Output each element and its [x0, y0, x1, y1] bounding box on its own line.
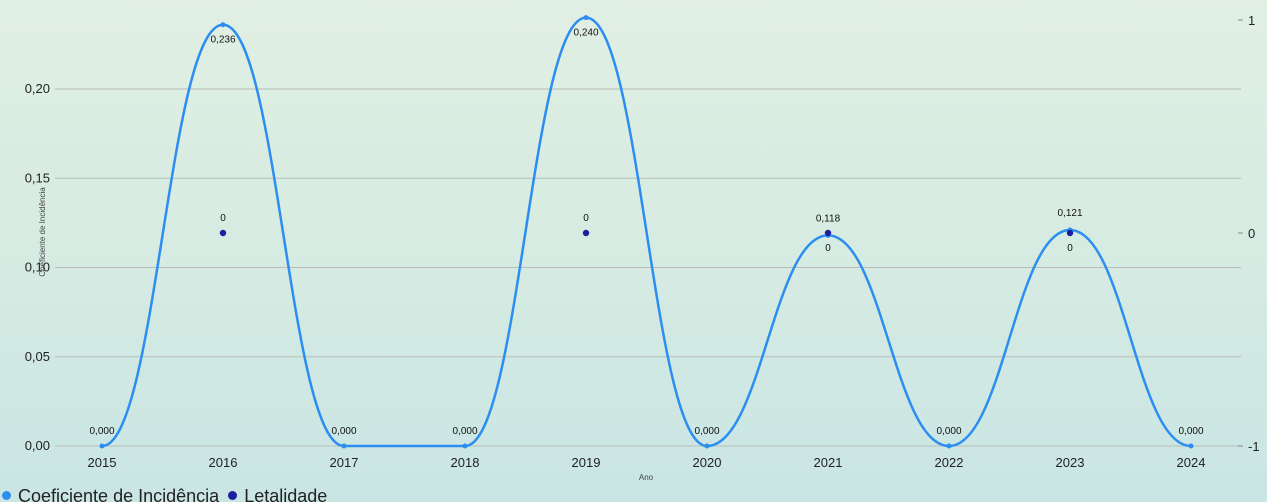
y-tick-label: 0,00	[25, 438, 50, 453]
data-label-coeficiente-2023: 0,121	[1057, 208, 1082, 219]
y-axis-title: Coeficiente de Incidência	[38, 187, 47, 277]
legend: Coeficiente de Incidência Letalidade	[2, 484, 331, 502]
data-label-letalidade-2021: 0	[825, 243, 831, 254]
data-label-letalidade-2019: 0	[583, 213, 589, 224]
series-line-coeficiente	[101, 16, 1192, 448]
point-letalidade-2019	[582, 229, 590, 237]
point-coeficiente-2018	[462, 443, 468, 449]
data-label-coeficiente-2022: 0,000	[936, 426, 961, 437]
x-tick-label: 2018	[451, 455, 480, 470]
y2-tick-label: 0	[1248, 226, 1255, 241]
y-tick-label: 0,05	[25, 349, 50, 364]
legend-marker-coeficiente	[2, 490, 11, 500]
legend-marker-letalidade	[228, 490, 238, 500]
x-tick-label: 2020	[693, 455, 722, 470]
x-tick-label: 2023	[1056, 455, 1085, 470]
chart-svg: 0,000,050,100,150,20 -101 2015 2016 2017 20…	[25, 13, 1260, 482]
legend-label-coeficiente: Coeficiente de Incidência	[18, 486, 220, 502]
point-coeficiente-2019	[583, 15, 589, 21]
x-tick-label: 2021	[814, 455, 843, 470]
y-axis: 0,00 0,05 0,10 0,15 0,20	[25, 81, 50, 453]
y2-tick-label: -1	[1248, 439, 1260, 454]
data-labels: 0,000 0,236 0,000 0,000 0,240 0,000 0,118 0,000…	[89, 28, 1203, 437]
data-label-coeficiente-2016: 0,236	[210, 35, 235, 46]
x-tick-label: 2015	[88, 455, 117, 470]
series-layer	[99, 15, 1194, 449]
y-tick-label: 0,10	[25, 260, 50, 275]
y2-axis: -1 0 1	[1238, 13, 1260, 454]
legend-item-letalidade[interactable]: Letalidade	[228, 484, 327, 502]
point-coeficiente-2017	[341, 443, 347, 449]
point-coeficiente-2024	[1188, 443, 1194, 449]
y-tick-label: 0,20	[25, 81, 50, 96]
point-letalidade-2023	[1066, 229, 1074, 237]
x-tick-label: 2017	[330, 455, 359, 470]
point-coeficiente-2020	[704, 443, 710, 449]
data-label-coeficiente-2018: 0,000	[452, 426, 477, 437]
data-label-coeficiente-2024: 0,000	[1178, 426, 1203, 437]
point-letalidade-2016	[219, 229, 227, 237]
point-coeficiente-2016	[220, 22, 226, 28]
data-label-coeficiente-2021: 0,118	[816, 213, 841, 224]
x-axis: 2015 2016 2017 2018 2019 2020 2021 2022 2023 2024	[88, 455, 1206, 470]
x-tick-label: 2019	[572, 455, 601, 470]
data-label-coeficiente-2017: 0,000	[331, 426, 356, 437]
y-tick-label: 0,15	[25, 170, 50, 185]
point-letalidade-2021	[824, 229, 832, 237]
legend-label-letalidade: Letalidade	[244, 486, 328, 502]
x-tick-label: 2024	[1177, 455, 1206, 470]
y2-tick-label: 1	[1248, 13, 1255, 28]
x-tick-label: 2022	[935, 455, 964, 470]
data-label-letalidade-2023: 0	[1067, 243, 1073, 254]
x-tick-label: 2016	[209, 455, 238, 470]
data-label-coeficiente-2020: 0,000	[694, 426, 719, 437]
data-label-coeficiente-2015: 0,000	[89, 426, 114, 437]
data-label-letalidade-2016: 0	[220, 213, 226, 224]
point-coeficiente-2022	[946, 443, 952, 449]
x-axis-title: Ano	[639, 473, 654, 482]
grid-lines	[55, 88, 1241, 447]
data-label-coeficiente-2019: 0,240	[573, 28, 598, 39]
point-coeficiente-2015	[99, 443, 105, 449]
legend-item-coeficiente[interactable]: Coeficiente de Incidência	[2, 484, 219, 502]
